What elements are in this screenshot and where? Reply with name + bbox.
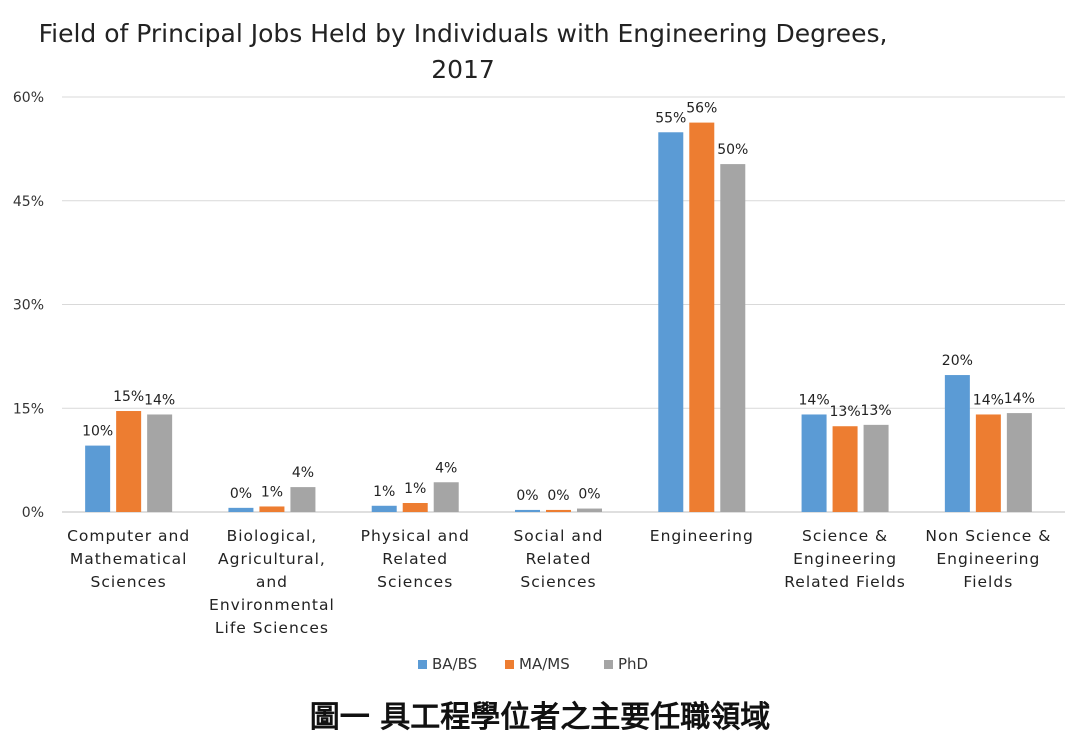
y-tick-label: 60% (13, 90, 44, 106)
data-label: 14% (144, 392, 175, 408)
bar (371, 505, 397, 512)
bar (944, 375, 970, 512)
bar (402, 503, 428, 512)
data-label: 55% (655, 110, 686, 126)
data-label: 56% (686, 101, 717, 117)
y-tick-label: 30% (13, 298, 44, 314)
gridlines (62, 96, 1065, 513)
bar (259, 506, 285, 512)
bar (147, 414, 173, 512)
x-category-label: Related Fields (784, 573, 906, 591)
data-labels: 10%15% 14%0% 1%4%1% 1%4%0% 0% 0%55%56%50%14%1… (82, 101, 1035, 504)
legend: BA/BS MA/MS PhD (418, 655, 648, 673)
bar (863, 424, 889, 512)
x-category-label: Environmental (209, 596, 335, 614)
figure-caption: 圖一 具工程學位者之主要任職領域 (310, 700, 770, 735)
bar (975, 414, 1001, 512)
x-category-label: Related (526, 550, 592, 568)
x-category-label: Non Science & (925, 527, 1051, 545)
bar (85, 445, 111, 512)
data-label: 1% (373, 484, 395, 500)
data-label: 0% (547, 488, 569, 504)
y-tick-label: 0% (22, 505, 44, 521)
data-label: 10% (82, 424, 113, 440)
data-label: 50% (717, 142, 748, 158)
chart-title: Field of Principal Jobs Held by Individu… (39, 19, 888, 84)
legend-swatch (505, 660, 514, 669)
x-category-label: Sciences (520, 573, 596, 591)
bar (720, 164, 746, 512)
bar (658, 132, 684, 512)
x-category-label: Related (382, 550, 448, 568)
chart-title-line: 2017 (431, 55, 495, 84)
x-category-label: Engineering (936, 550, 1040, 568)
x-axis-categories: Computer and Mathematical Sciences Biologic… (67, 527, 1051, 637)
chart-title-line: Field of Principal Jobs Held by Individu… (39, 19, 888, 48)
legend-label: MA/MS (519, 655, 570, 673)
bars (85, 122, 1032, 512)
x-category-label: Mathematical (70, 550, 188, 568)
x-category-label: Engineering (793, 550, 897, 568)
bar (577, 508, 602, 512)
x-category-label: Sciences (91, 573, 167, 591)
bar (801, 414, 827, 512)
bar (228, 507, 254, 512)
data-label: 0% (230, 486, 252, 502)
data-label: 13% (861, 403, 892, 419)
data-label: 0% (578, 487, 600, 503)
y-tick-label: 45% (13, 194, 44, 210)
data-label: 1% (404, 481, 426, 497)
bar (546, 509, 571, 512)
x-category-label: Sciences (377, 573, 453, 591)
data-label: 4% (292, 465, 314, 481)
bar (515, 509, 540, 512)
data-label: 4% (435, 460, 457, 476)
legend-swatch (604, 660, 613, 669)
y-tick-label: 15% (13, 401, 44, 417)
legend-swatch (418, 660, 427, 669)
x-category-label: Social and (513, 527, 603, 545)
x-category-label: Computer and (67, 527, 190, 545)
legend-label: BA/BS (432, 655, 477, 673)
bar (116, 411, 142, 512)
x-category-label: Fields (963, 573, 1013, 591)
data-label: 0% (516, 488, 538, 504)
bar (433, 482, 459, 512)
x-category-label: Science & (802, 527, 888, 545)
x-category-label: and (256, 573, 288, 591)
bar (1006, 413, 1032, 512)
data-label: 1% (261, 484, 283, 500)
legend-label: PhD (618, 655, 648, 673)
data-label: 14% (799, 392, 830, 408)
data-label: 20% (942, 353, 973, 369)
y-axis-ticks: 0% 15% 30% 45% 60% (13, 90, 44, 521)
data-label: 15% (113, 389, 144, 405)
x-category-label: Biological, (227, 527, 318, 545)
data-label: 13% (830, 404, 861, 420)
x-category-label: Physical and (361, 527, 470, 545)
bar (689, 122, 715, 512)
x-category-label: Engineering (650, 527, 754, 545)
data-label: 14% (973, 392, 1004, 408)
data-label: 14% (1004, 391, 1035, 407)
x-category-label: Life Sciences (215, 619, 329, 637)
bar (290, 487, 316, 512)
bar (832, 426, 858, 512)
x-category-label: Agricultural, (218, 550, 326, 568)
